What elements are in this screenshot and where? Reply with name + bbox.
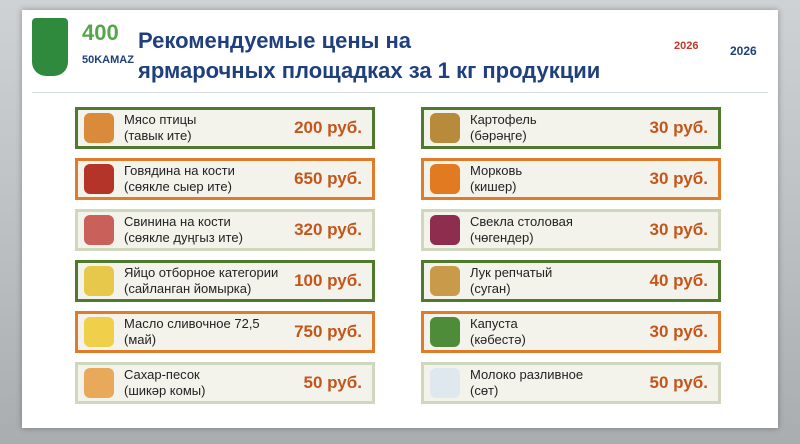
product-name: Говядина на кости (сөякле сыер ите)	[124, 163, 235, 195]
name: Свекла столовая	[470, 214, 573, 229]
name-tatar: (сайланган йомырка)	[124, 281, 252, 296]
name-tatar: (май)	[124, 332, 157, 347]
name: Морковь	[470, 163, 523, 178]
product-name: Лук репчатый (суган)	[470, 265, 552, 297]
price-row: Сахар-песок (шикәр комы) 50 руб.	[75, 362, 375, 404]
product-name: Масло сливочное 72,5 (май)	[124, 316, 260, 348]
product-icon	[84, 317, 114, 347]
product-icon	[430, 266, 460, 296]
price-row: Мясо птицы (тавык ите) 200 руб.	[75, 107, 375, 149]
price: 50 руб.	[649, 373, 708, 392]
product-name: Яйцо отборное категории (сайланган йомырк…	[124, 265, 278, 297]
product-name: Капуста (кәбестә)	[470, 316, 526, 348]
product-name: Картофель (бәрәңге)	[470, 112, 537, 144]
title: Рекомендуемые цены на ярмарочных площадк…	[138, 26, 600, 86]
name-tatar: (чөгендер)	[470, 230, 534, 245]
product-icon	[430, 317, 460, 347]
logo-400: 400	[82, 20, 119, 45]
name-tatar: (сөякле дуңгыз ите)	[124, 230, 243, 245]
price-row: Картофель (бәрәңге) 30 руб.	[421, 107, 721, 149]
product-icon	[84, 113, 114, 143]
title-line: ярмарочных площадках за 1 кг продукции	[138, 58, 601, 83]
name-tatar: (кәбестә)	[470, 332, 526, 347]
price: 650 руб.	[294, 169, 362, 188]
price: 40 руб.	[649, 271, 708, 290]
logo-kamaz: 50KAMAZ	[82, 54, 134, 66]
price-row: Говядина на кости (сөякле сыер ите) 650 ру…	[75, 158, 375, 200]
product-icon	[430, 215, 460, 245]
product-name: Мясо птицы (тавык ите)	[124, 112, 196, 144]
price: 30 руб.	[649, 322, 708, 341]
name-tatar: (сөт)	[470, 383, 499, 398]
logo-2026: 2026	[674, 40, 699, 52]
name: Сахар-песок	[124, 367, 200, 382]
product-icon	[430, 164, 460, 194]
product-name: Молоко разливное (сөт)	[470, 367, 583, 399]
name-tatar: (суган)	[470, 281, 511, 296]
title-line: Рекомендуемые цены на	[138, 28, 412, 53]
divider	[32, 92, 768, 93]
price: 30 руб.	[649, 118, 708, 137]
name: Картофель	[470, 112, 537, 127]
price-row: Лук репчатый (суган) 40 руб.	[421, 260, 721, 302]
price-row: Молоко разливное (сөт) 50 руб.	[421, 362, 721, 404]
price-row: Капуста (кәбестә) 30 руб.	[421, 311, 721, 353]
name: Масло сливочное 72,5	[124, 316, 260, 331]
price: 320 руб.	[294, 220, 362, 239]
name: Мясо птицы	[124, 112, 197, 127]
price: 100 руб.	[294, 271, 362, 290]
price: 30 руб.	[649, 169, 708, 188]
product-icon	[84, 266, 114, 296]
price-row: Масло сливочное 72,5 (май) 750 руб.	[75, 311, 375, 353]
product-name: Свекла столовая (чөгендер)	[470, 214, 573, 246]
name-tatar: (бәрәңге)	[470, 128, 527, 143]
price: 50 руб.	[303, 373, 362, 392]
product-icon	[84, 164, 114, 194]
price: 30 руб.	[649, 220, 708, 239]
product-icon	[84, 215, 114, 245]
product-icon	[84, 368, 114, 398]
name: Свинина на кости	[124, 214, 231, 229]
name-tatar: (тавык ите)	[124, 128, 192, 143]
price-row: Свекла столовая (чөгендер) 30 руб.	[421, 209, 721, 251]
product-name: Сахар-песок (шикәр комы)	[124, 367, 205, 399]
price-row: Свинина на кости (сөякле дуңгыз ите) 320 р…	[75, 209, 375, 251]
logo-2026b: 2026	[730, 44, 757, 58]
city-logo	[32, 18, 68, 76]
product-name: Свинина на кости (сөякле дуңгыз ите)	[124, 214, 243, 246]
product-icon	[430, 368, 460, 398]
name: Молоко разливное	[470, 367, 584, 382]
name: Яйцо отборное категории	[124, 265, 279, 280]
product-name: Морковь (кишер)	[470, 163, 522, 195]
price: 200 руб.	[294, 118, 362, 137]
card: 400 50KAMAZ 2026 2026 Рекомендуемые цены…	[22, 10, 778, 428]
price-row: Морковь (кишер) 30 руб.	[421, 158, 721, 200]
name: Говядина на кости	[124, 163, 235, 178]
name-tatar: (кишер)	[470, 179, 517, 194]
name-tatar: (сөякле сыер ите)	[124, 179, 232, 194]
price-row: Яйцо отборное категории (сайланган йомырк…	[75, 260, 375, 302]
product-icon	[430, 113, 460, 143]
name-tatar: (шикәр комы)	[124, 383, 206, 398]
price: 750 руб.	[294, 322, 362, 341]
name: Лук репчатый	[470, 265, 553, 280]
name: Капуста	[470, 316, 518, 331]
